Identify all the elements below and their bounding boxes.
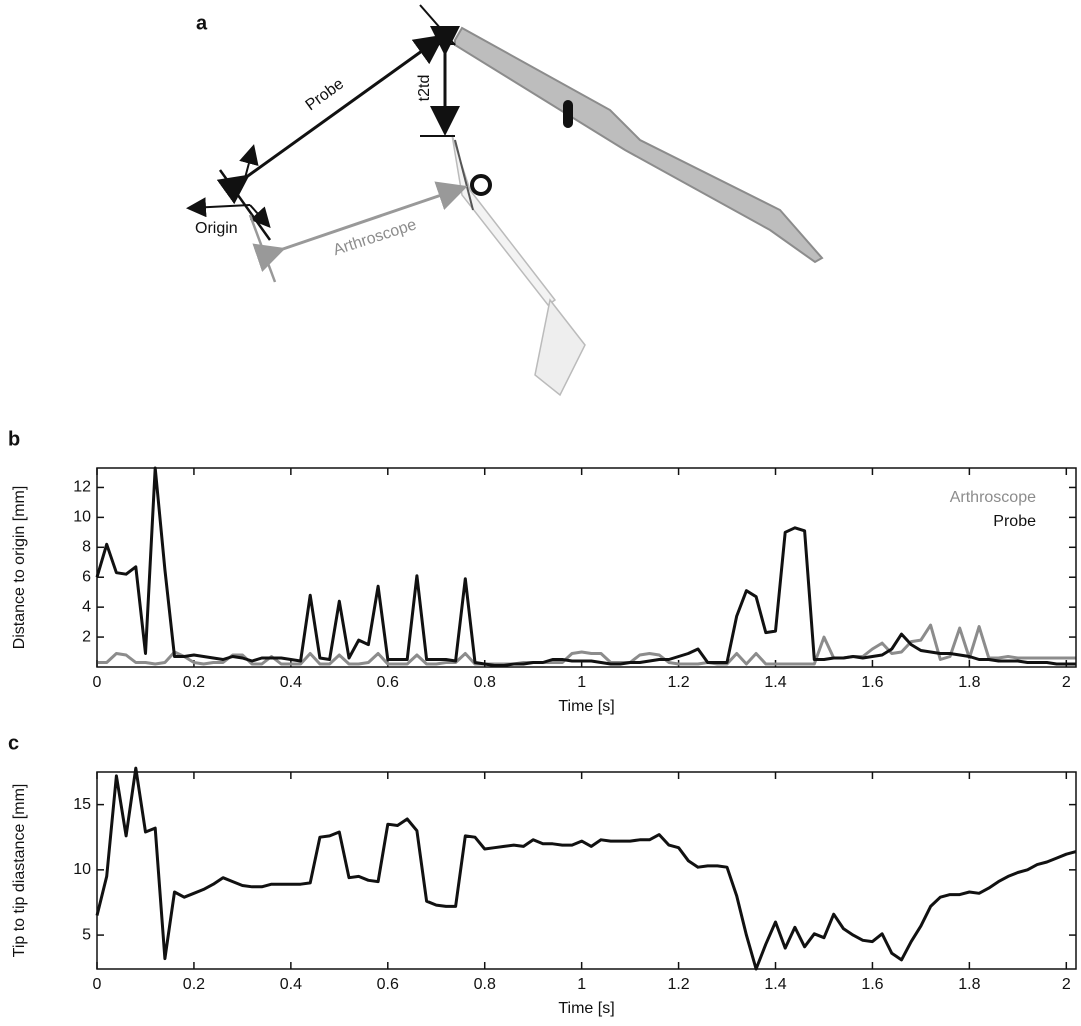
x-tick-label: 0.6	[377, 976, 399, 993]
plot-frame	[97, 468, 1076, 667]
y-tick-label: 15	[73, 796, 91, 813]
x-tick-label: 1.4	[764, 674, 786, 691]
plot-frame	[97, 772, 1076, 969]
y-tick-label: 6	[82, 568, 91, 585]
origin-arrow	[190, 205, 250, 208]
x-tick-label: 2	[1062, 674, 1071, 691]
y-axis-title: Tip to tip diastance [mm]	[11, 784, 28, 958]
probe-tool	[455, 28, 822, 262]
arthroscope-label: Arthroscope	[331, 216, 418, 259]
legend-entry: Probe	[993, 513, 1036, 530]
y-tick-label: 8	[82, 539, 91, 556]
data-line	[97, 768, 1076, 969]
figure: a Probe t2td Origin Arthroscope b 0 0.2 0.4…	[0, 0, 1081, 1026]
legend-entry: Arthroscope	[950, 489, 1036, 506]
origin-gray-axis	[250, 215, 275, 282]
x-tick-label: 0	[93, 976, 102, 993]
x-tick-label: 1	[577, 674, 586, 691]
y-tick-label: 4	[82, 598, 91, 615]
y-tick-label: 12	[73, 479, 91, 496]
x-tick-label: 0.2	[183, 976, 205, 993]
x-tick-label: 0.8	[474, 976, 496, 993]
x-tick-label: 0.2	[183, 674, 205, 691]
x-tick-label: 0.8	[474, 674, 496, 691]
y-tick-label: 10	[73, 509, 91, 526]
x-tick-label: 1.4	[764, 976, 786, 993]
x-tick-label: 0.4	[280, 674, 302, 691]
arthroscope-body	[535, 300, 585, 395]
x-tick-label: 0.4	[280, 976, 302, 993]
panel-label: c	[8, 732, 19, 754]
t2td-label: t2td	[416, 75, 433, 102]
arthroscope-tip-line	[455, 140, 473, 210]
x-tick-label: 1.8	[958, 976, 980, 993]
y-tick-label: 2	[82, 628, 91, 645]
diagram: a Probe t2td Origin Arthroscope	[190, 5, 822, 395]
x-tick-label: 1	[577, 976, 586, 993]
probe-marker	[563, 100, 573, 128]
y-axis-title: Distance to origin [mm]	[11, 486, 28, 650]
data-line	[97, 468, 1076, 666]
panel-label: a	[196, 12, 208, 34]
x-tick-label: 1.2	[667, 976, 689, 993]
y-tick-label: 5	[82, 926, 91, 943]
x-tick-label: 0.6	[377, 674, 399, 691]
x-axis-title: Time [s]	[558, 1000, 614, 1017]
x-axis-title: Time [s]	[558, 698, 614, 715]
x-tick-label: 1.6	[861, 976, 883, 993]
x-tick-label: 1.8	[958, 674, 980, 691]
origin-label: Origin	[195, 220, 238, 237]
arthroscope-marker	[472, 176, 490, 194]
x-tick-label: 1.2	[667, 674, 689, 691]
y-tick-label: 10	[73, 861, 91, 878]
x-tick-label: 0	[93, 674, 102, 691]
x-tick-label: 2	[1062, 976, 1071, 993]
panel-label: b	[8, 428, 20, 450]
probe-distance	[245, 38, 440, 178]
arthroscope-tool	[452, 135, 555, 305]
x-tick-label: 1.6	[861, 674, 883, 691]
